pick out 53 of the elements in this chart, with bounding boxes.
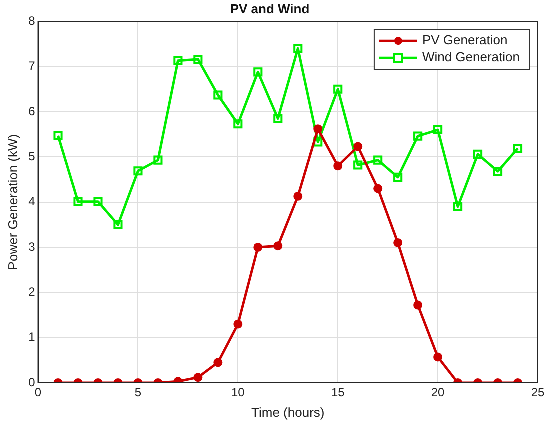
legend-label: PV Generation [422,32,508,48]
point [334,162,343,171]
point [314,124,323,134]
point [314,138,323,147]
point [234,120,243,129]
chart-title: PV and Wind [230,1,310,16]
point [114,220,123,230]
y-tick-label: 0 [28,375,36,390]
point [234,320,243,329]
point [54,131,63,140]
y-tick-label: 7 [28,59,36,74]
y-tick-label: 3 [28,240,36,254]
point [394,238,403,248]
y-tick-label: 1 [28,330,36,344]
x-tick-label: 5 [134,386,142,400]
y-tick-label: 6 [28,104,36,118]
point [414,300,423,310]
point [434,125,443,135]
point [454,202,463,212]
point [354,160,363,170]
point [214,90,223,100]
x-tick-label: 10 [231,386,246,400]
point [513,144,523,154]
legend-label: Wind Generation [422,50,520,65]
point [294,44,303,54]
point [334,84,343,94]
point [294,192,303,201]
point [394,172,403,182]
y-tick-label: 4 [28,194,36,209]
y-tick-label: 8 [28,14,36,28]
point [274,114,283,124]
point [414,132,423,141]
point [74,197,83,206]
x-tick-label: 20 [431,386,446,400]
y-axis-title: Power Generation (kW) [5,134,20,270]
point [374,184,383,194]
point [274,242,283,251]
point [134,166,143,176]
x-axis-title: Time (hours) [252,404,325,420]
point [354,142,363,152]
x-tick-label: 25 [531,386,545,400]
point [154,156,163,165]
point [474,150,483,159]
point [374,156,383,165]
point [94,197,103,206]
y-tick-label: 2 [28,284,36,299]
x-tick-label: 15 [331,386,346,400]
point [194,55,203,64]
y-tick-label: 5 [28,149,36,164]
point [174,56,183,66]
point [493,167,503,176]
point [254,68,263,77]
point [254,242,263,252]
